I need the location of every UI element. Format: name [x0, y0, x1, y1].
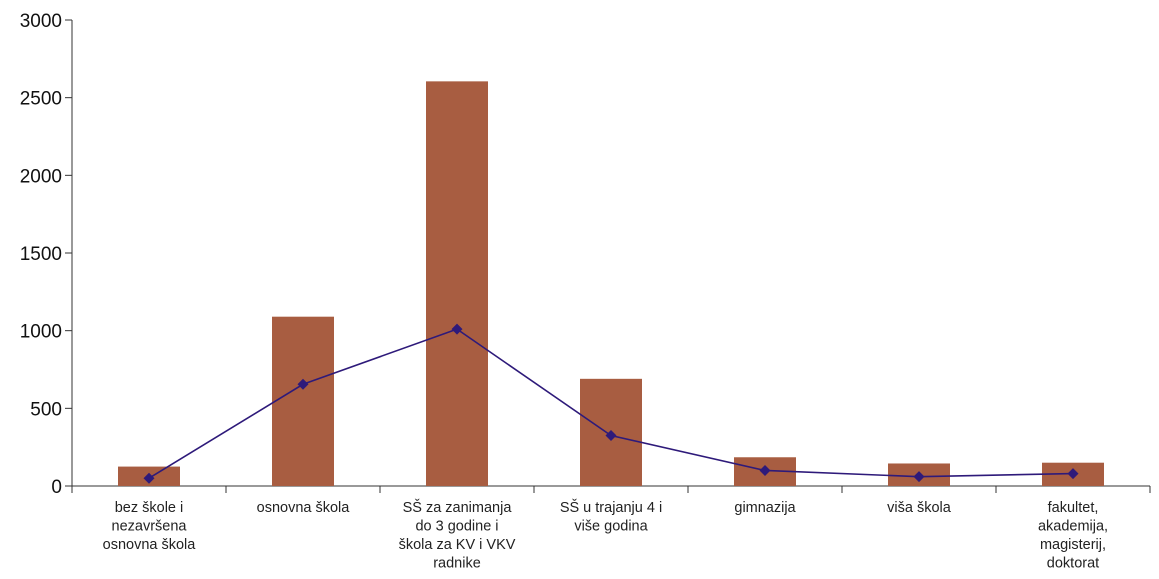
- line-series: [143, 323, 1079, 484]
- bar: [272, 316, 334, 486]
- category-label: gimnazija: [734, 500, 796, 516]
- y-axis: 0 500 1000 1500 2000 2500 3000: [20, 11, 73, 498]
- category-labels: bez škole i nezavršena osnovna škola osnovn…: [103, 499, 1108, 572]
- category-label: bez škole i nezavršena osnovna škola: [103, 500, 197, 553]
- line-point: [451, 323, 463, 335]
- category-label: osnovna škola: [257, 500, 351, 516]
- y-tick-label: 1500: [20, 244, 62, 265]
- category-label: SŠ u trajanju 4 i više godina: [560, 499, 662, 535]
- line-point: [1067, 468, 1079, 480]
- line-point: [605, 430, 617, 442]
- line-point: [143, 472, 155, 484]
- bar-series: [118, 81, 1104, 487]
- category-label: viša škola: [887, 500, 952, 516]
- category-label: fakultet, akademija, magisterij, doktorat: [1038, 500, 1108, 572]
- y-tick-label: 2500: [20, 89, 62, 110]
- y-tick-label: 1000: [20, 322, 62, 343]
- y-tick-label: 0: [51, 477, 62, 498]
- line-point: [913, 471, 925, 483]
- y-tick-label: 500: [30, 399, 62, 420]
- x-axis: [71, 485, 1151, 493]
- y-tick-label: 2000: [20, 166, 62, 187]
- line-point: [297, 378, 309, 390]
- y-tick-label: 3000: [20, 11, 62, 32]
- line-point: [759, 464, 771, 476]
- bar: [426, 81, 488, 487]
- category-label: SŠ za zanimanja do 3 godine i škola za KV …: [399, 499, 516, 572]
